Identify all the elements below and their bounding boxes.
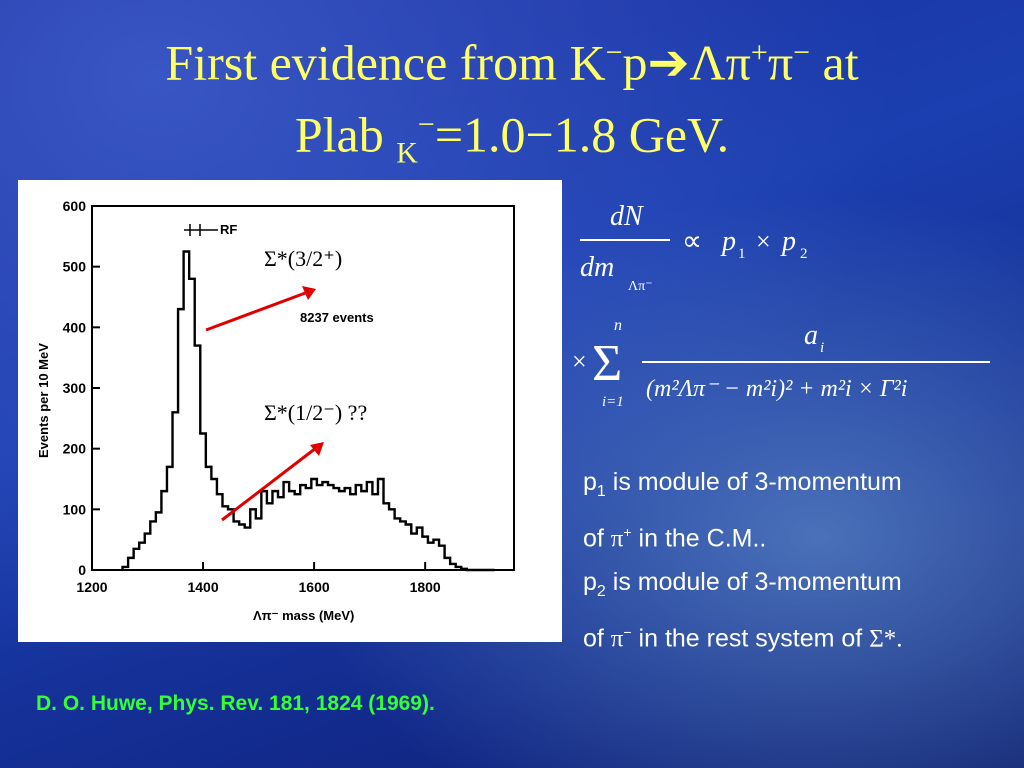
svg-text:2: 2 <box>800 246 808 262</box>
x-tick-label: 1200 <box>76 579 107 595</box>
svg-text:1: 1 <box>738 246 746 262</box>
x-tick-label: 1600 <box>299 579 330 595</box>
rf-label: RF <box>220 222 237 237</box>
note-p1: p1 is module of 3-momentum of π+ in the … <box>583 468 902 553</box>
svg-text:p: p <box>780 226 796 257</box>
derivative-fraction: dN dm Λπ⁻ <box>580 201 670 294</box>
svg-text:n: n <box>614 317 622 334</box>
slide-title: First evidence from K−p➔Λπ+π− at Plab K−… <box>0 22 1024 184</box>
events-count-label: 8237 events <box>300 310 374 325</box>
svg-text:×: × <box>572 347 587 376</box>
proportional-symbol: ∝ <box>682 226 702 257</box>
y-tick-label: 100 <box>63 501 87 517</box>
arrow-to-peak <box>205 286 316 332</box>
rf-marker: RF <box>184 222 237 237</box>
svg-text:i: i <box>820 340 824 356</box>
axis-ticks: 0 100 200 300 400 500 600 1200 1400 1600 1800 <box>63 198 441 595</box>
momentum-product: p 1 × p 2 <box>720 226 808 262</box>
resonance-sum: × n Σ i=1 a i (m²Λπ⁻ − m²i)² + m²i × Γ²i <box>572 317 990 410</box>
mass-histogram: 0 100 200 300 400 500 600 1200 1400 1600 1800 Even… <box>36 198 515 623</box>
x-axis-label: Λπ⁻ mass (MeV) <box>253 608 354 623</box>
y-tick-label: 400 <box>63 319 87 335</box>
title-line-2: Plab K−=1.0−1.8 GeV. <box>294 106 730 170</box>
histogram-line <box>121 250 495 572</box>
svg-text:Σ: Σ <box>592 335 622 392</box>
svg-text:(m²Λπ⁻ − m²i)² + m²i × Γ²i: (m²Λπ⁻ − m²i)² + m²i × Γ²i <box>646 376 907 402</box>
svg-text:p: p <box>720 226 736 257</box>
y-axis-label: Events per 10 MeV <box>36 343 51 458</box>
histogram-panel: 0 100 200 300 400 500 600 1200 1400 1600 1800 Even… <box>18 180 562 642</box>
x-tick-label: 1400 <box>187 579 218 595</box>
svg-text:dm: dm <box>580 252 614 283</box>
svg-text:a: a <box>804 320 818 351</box>
y-tick-label: 500 <box>63 259 87 275</box>
sigma-1-2-label: Σ*(1/2⁻) ?? <box>264 400 367 425</box>
y-tick-label: 600 <box>63 198 87 214</box>
y-tick-label: 0 <box>78 562 86 578</box>
formula-block: dN dm Λπ⁻ ∝ p 1 × p 2 × n Σ i=1 a i (m²Λ… <box>572 201 990 410</box>
y-tick-label: 200 <box>63 441 87 457</box>
svg-text:i=1: i=1 <box>602 394 624 410</box>
title-line-1: First evidence from K−p➔Λπ+π− at <box>165 34 859 91</box>
citation: D. O. Huwe, Phys. Rev. 181, 1824 (1969). <box>36 692 435 715</box>
svg-text:Λπ⁻: Λπ⁻ <box>628 279 653 294</box>
svg-text:dN: dN <box>610 201 644 232</box>
sigma-3-2-label: Σ*(3/2⁺) <box>264 246 342 271</box>
arrow-to-bump <box>221 442 324 522</box>
y-tick-label: 300 <box>63 380 87 396</box>
note-p2: p2 is module of 3-momentum of π− in the … <box>583 568 903 653</box>
svg-text:×: × <box>756 227 771 256</box>
x-tick-label: 1800 <box>410 579 441 595</box>
